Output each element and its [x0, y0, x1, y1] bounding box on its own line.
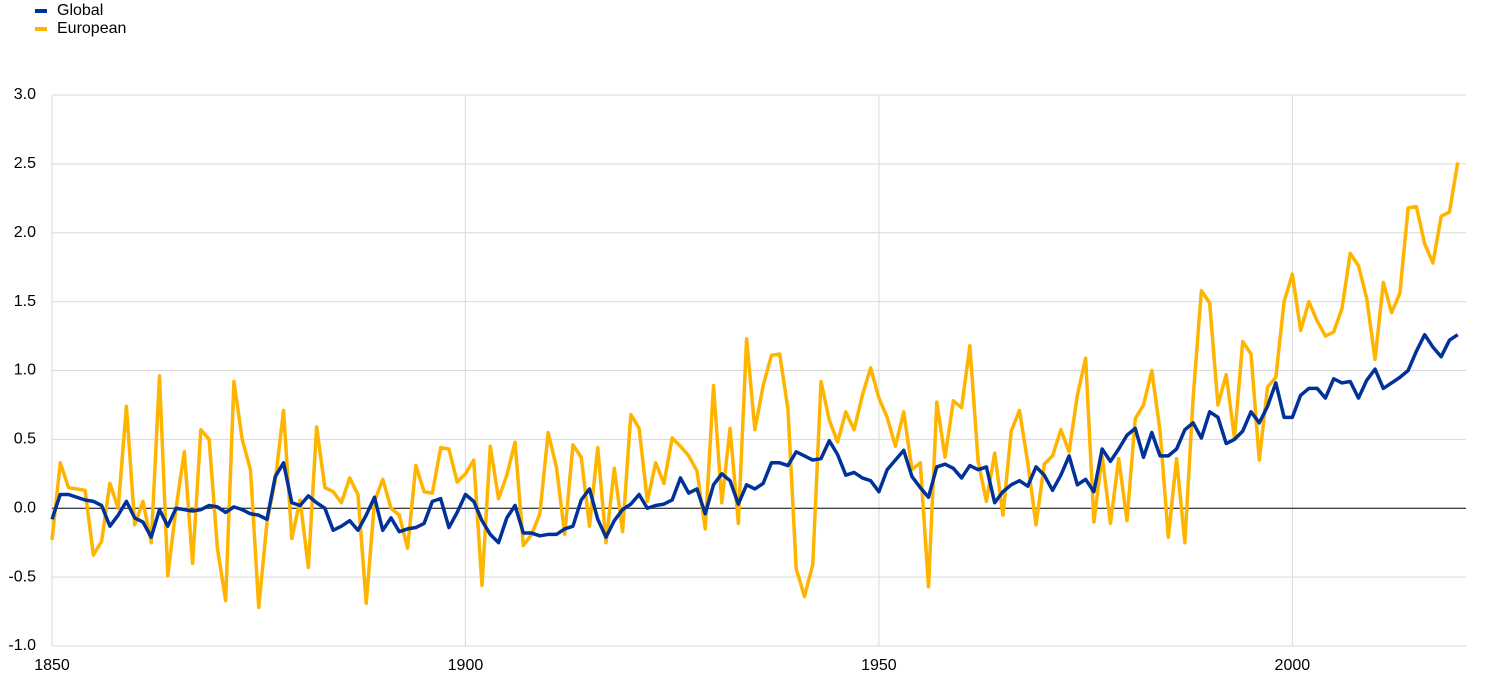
x-tick-label: 1900 — [448, 657, 484, 674]
x-tick-label: 1950 — [861, 657, 897, 674]
y-tick-label: 1.0 — [14, 362, 36, 379]
y-tick-label: 1.5 — [14, 293, 36, 310]
y-tick-label: -0.5 — [8, 568, 36, 585]
y-tick-label: 2.5 — [14, 155, 36, 172]
y-tick-label: 0.5 — [14, 431, 36, 448]
y-tick-label: 2.0 — [14, 224, 36, 241]
legend-label: Global — [57, 2, 103, 19]
legend-label: European — [57, 20, 126, 37]
x-tick-label: 2000 — [1275, 657, 1311, 674]
y-tick-label: -1.0 — [8, 637, 36, 654]
y-tick-label: 0.0 — [14, 499, 36, 516]
series-line — [50, 162, 1460, 610]
series-line — [50, 332, 1459, 545]
x-tick-label: 1850 — [34, 657, 70, 674]
y-tick-label: 3.0 — [14, 86, 36, 103]
